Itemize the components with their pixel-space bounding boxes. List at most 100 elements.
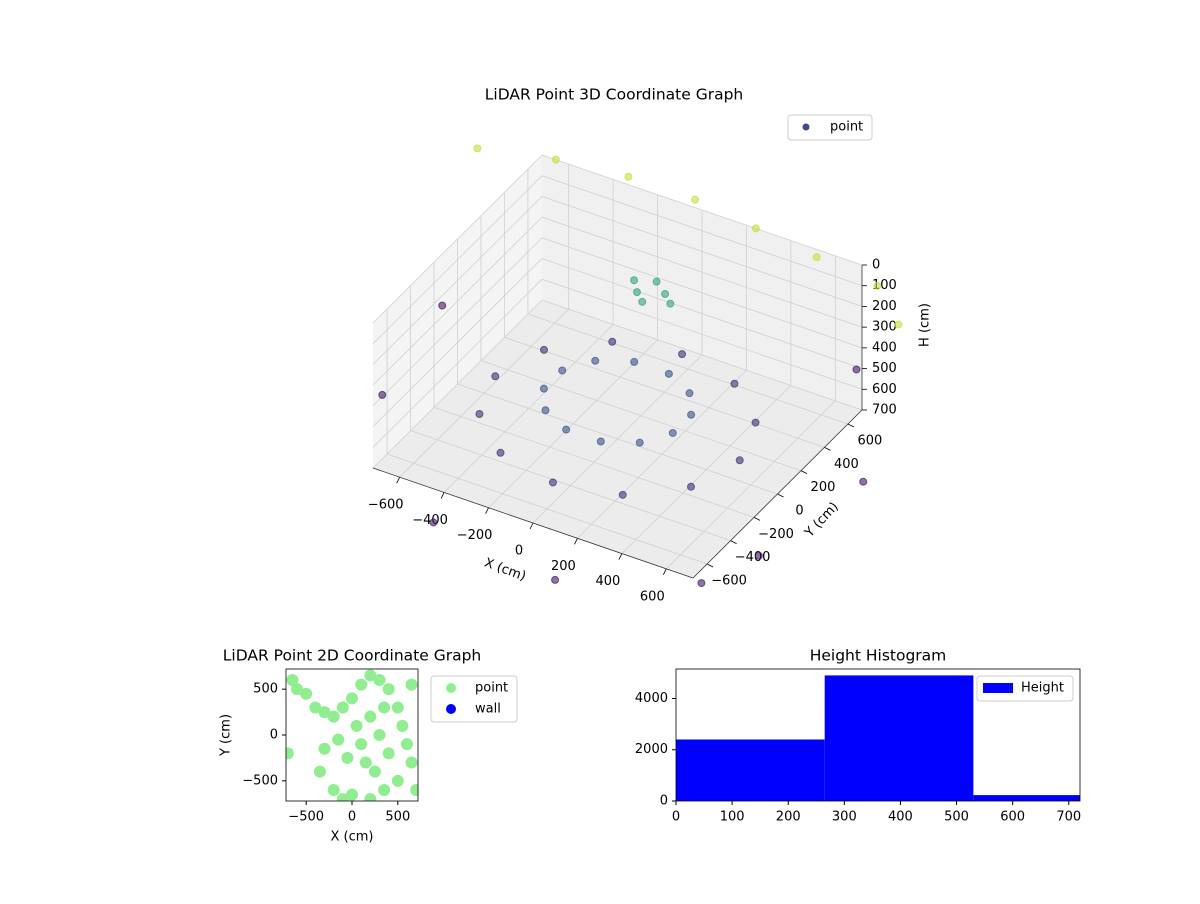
bar (676, 739, 825, 801)
point (473, 144, 482, 153)
z-tick-label: 600 (872, 382, 897, 397)
x-tick-label: 400 (888, 810, 913, 825)
point (364, 710, 377, 723)
z-tick-label: 700 (872, 403, 897, 418)
grid-line (372, 196, 543, 365)
y-tick-label: 4000 (635, 691, 668, 706)
point (327, 784, 340, 796)
grid-line (372, 279, 543, 448)
point (378, 390, 387, 399)
point (751, 224, 760, 233)
point (300, 687, 313, 700)
point (697, 579, 706, 588)
point (475, 410, 484, 419)
grid-line (433, 406, 755, 518)
grid-line (527, 313, 849, 425)
point (754, 551, 763, 560)
point (355, 738, 368, 751)
point (309, 701, 322, 714)
point (378, 701, 391, 714)
x-tick-label: 0 (348, 810, 356, 825)
tick-mark (485, 507, 489, 514)
point (327, 710, 340, 723)
point (548, 478, 557, 487)
point (852, 365, 861, 374)
grid-line (541, 216, 863, 328)
point (401, 738, 413, 751)
z-tick-label: 300 (872, 320, 897, 335)
point (687, 482, 696, 491)
legend-label: wall (475, 702, 501, 717)
point (873, 281, 882, 290)
y-tick-label: 0 (660, 794, 668, 809)
y-tick-label: 0 (795, 504, 803, 519)
tick-mark (396, 476, 401, 484)
y-axis-line (692, 409, 863, 579)
x-tick-label: 300 (832, 810, 857, 825)
bar (824, 675, 974, 801)
tick-mark (777, 493, 784, 498)
point (630, 276, 639, 285)
legend-marker (446, 704, 456, 714)
grid-line (410, 430, 731, 542)
grid-line (372, 237, 543, 407)
point (596, 437, 605, 446)
chart-title: LiDAR Point 3D Coordinate Graph (485, 86, 743, 104)
grid-line (372, 154, 543, 324)
x-tick-label: 500 (944, 810, 969, 825)
y-tick-label: 0 (270, 728, 278, 743)
y-axis-label: Y (cm) (219, 714, 234, 757)
point (541, 406, 550, 415)
point (635, 438, 644, 447)
y-tick-label: 200 (811, 480, 836, 495)
point (391, 701, 404, 714)
grid-line (386, 453, 708, 565)
x-tick-label: 400 (595, 574, 620, 589)
point (551, 575, 560, 584)
point (496, 448, 505, 457)
x-tick-label: −600 (368, 498, 404, 513)
y-tick-label: 2000 (635, 742, 668, 757)
grid-line (480, 360, 802, 472)
point (539, 384, 548, 393)
x-tick-label: 700 (1056, 810, 1081, 825)
legend-marker (802, 123, 810, 131)
grid-line (541, 299, 863, 411)
point (382, 683, 395, 696)
legend-box (976, 675, 1074, 702)
point (664, 369, 673, 378)
grid-line (541, 278, 863, 390)
point (405, 756, 418, 769)
point (859, 477, 868, 486)
x-tick-label: 0 (672, 810, 680, 825)
point (291, 683, 303, 696)
point (359, 756, 372, 769)
tick-mark (529, 522, 534, 530)
x-tick-label: −500 (288, 810, 324, 825)
z-tick-label: 500 (872, 361, 897, 376)
point (678, 350, 687, 359)
y-tick-label: 600 (858, 434, 883, 449)
y-tick-label: 400 (834, 457, 859, 472)
y-axis-label: Y (cm) (802, 500, 842, 542)
tick-mark (800, 470, 808, 475)
point (346, 692, 358, 705)
point (391, 774, 404, 787)
point (618, 490, 627, 499)
grid-line (504, 336, 825, 448)
legend-marker (446, 683, 456, 693)
point (691, 195, 700, 204)
point (318, 742, 331, 755)
point (539, 345, 548, 354)
z-axis-label: H (cm) (918, 303, 933, 347)
grid-line (541, 258, 863, 369)
point (608, 337, 617, 346)
tick-mark (662, 568, 667, 576)
tick-mark (753, 516, 761, 521)
axes-frame (675, 668, 1081, 802)
x-tick-label: 200 (551, 559, 576, 574)
x-tick-label: 500 (385, 810, 410, 825)
grid-line (372, 258, 543, 427)
point (405, 678, 418, 691)
